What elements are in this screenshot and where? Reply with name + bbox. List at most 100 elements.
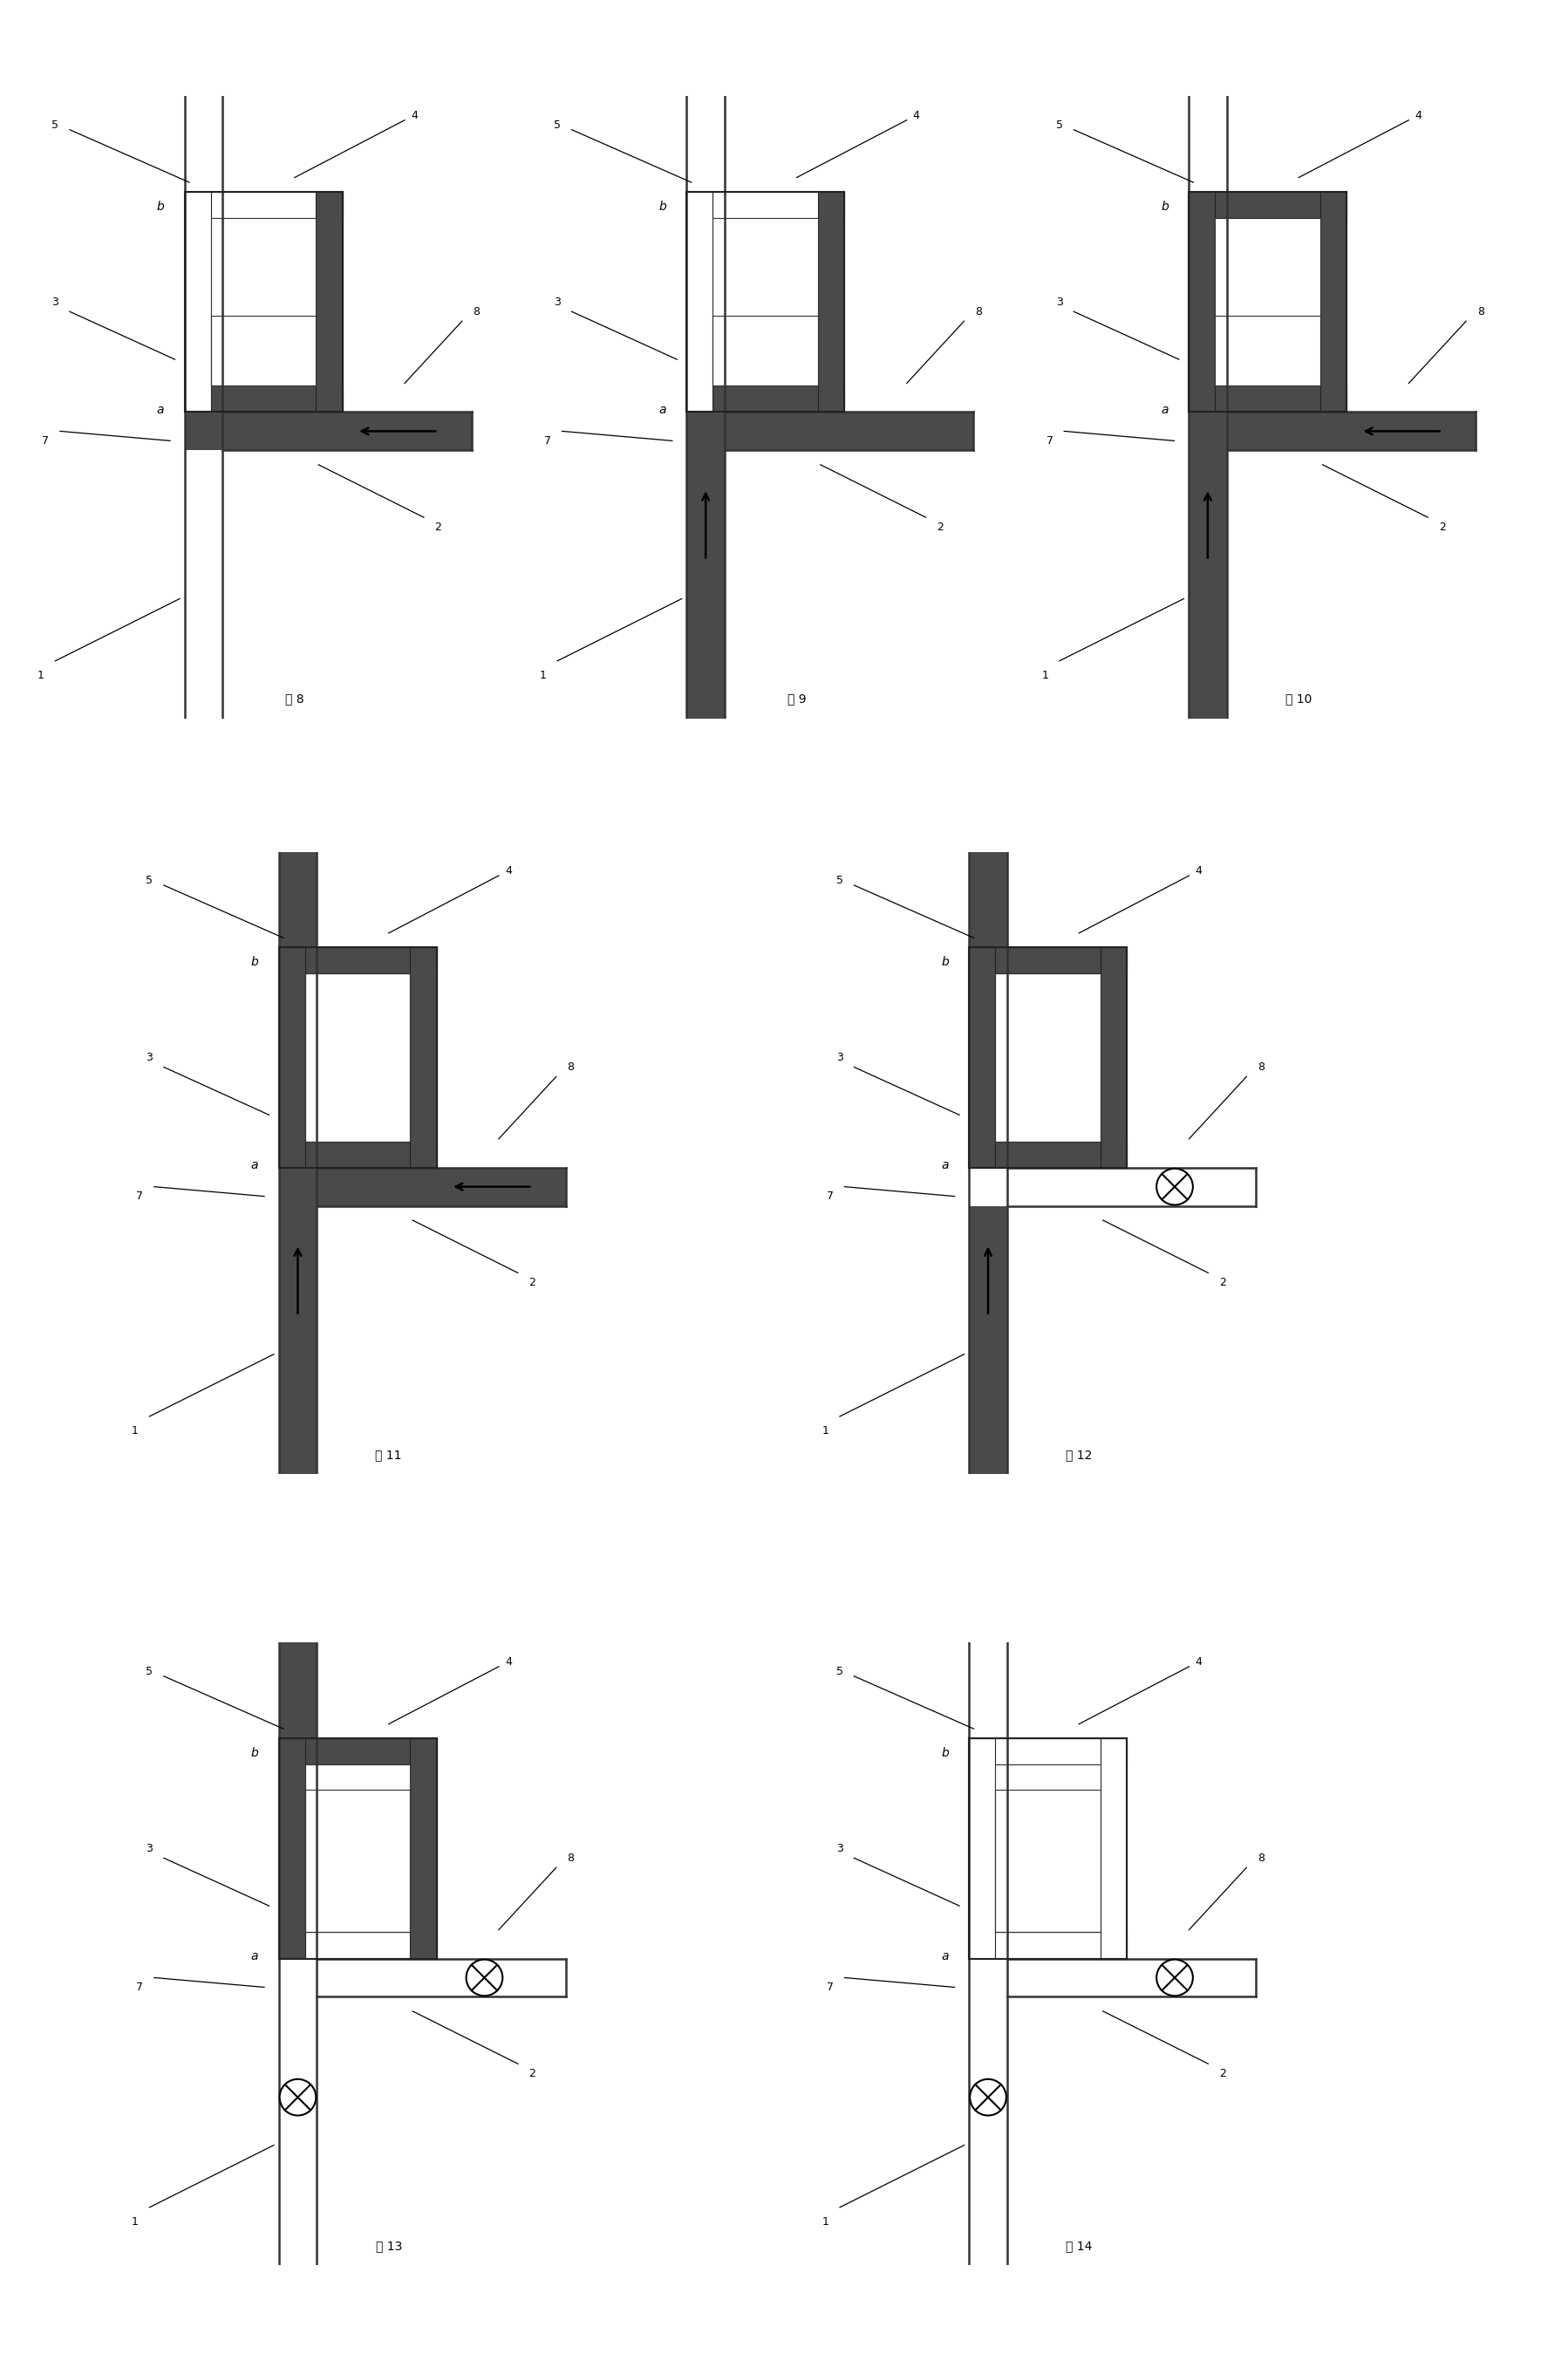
Bar <box>279 1169 317 1206</box>
Text: 8: 8 <box>566 1062 574 1072</box>
Text: 1: 1 <box>822 1426 828 1435</box>
Text: 4: 4 <box>1195 1655 1201 1667</box>
Text: 5: 5 <box>554 120 560 130</box>
Bar <box>185 191 342 217</box>
Bar <box>1189 97 1226 191</box>
Text: a: a <box>941 1159 949 1171</box>
Circle shape <box>1156 1960 1192 1995</box>
Text: 4: 4 <box>505 864 511 876</box>
Bar <box>304 973 409 1140</box>
Text: 8: 8 <box>472 307 480 316</box>
Text: 图 13: 图 13 <box>375 2241 401 2252</box>
Text: b: b <box>941 956 949 968</box>
Bar <box>185 451 223 718</box>
Bar <box>210 217 315 385</box>
Bar <box>994 1764 1099 1931</box>
Text: 2: 2 <box>1218 1277 1225 1289</box>
Text: 2: 2 <box>528 2068 535 2080</box>
Text: 5: 5 <box>146 1667 152 1676</box>
Text: 4: 4 <box>411 109 417 120</box>
Bar <box>817 191 844 413</box>
Bar <box>279 1997 317 2264</box>
Text: 2: 2 <box>1438 522 1444 534</box>
Text: 4: 4 <box>913 109 919 120</box>
Text: 5: 5 <box>146 876 152 885</box>
Text: 8: 8 <box>974 307 982 316</box>
Text: 7: 7 <box>136 1981 143 1993</box>
Bar <box>1189 385 1345 413</box>
Text: b: b <box>157 201 165 212</box>
Text: 1: 1 <box>132 2217 138 2226</box>
Bar <box>687 385 844 413</box>
Text: 7: 7 <box>136 1190 143 1202</box>
Text: a: a <box>251 1159 259 1171</box>
Bar <box>1189 191 1214 413</box>
Bar <box>185 97 223 191</box>
Bar <box>279 1140 436 1169</box>
Bar <box>712 217 817 385</box>
Text: 5: 5 <box>1055 120 1062 130</box>
Text: 2: 2 <box>936 522 942 534</box>
Text: 3: 3 <box>836 1053 842 1062</box>
Bar <box>304 1764 409 1931</box>
Text: 8: 8 <box>1475 307 1483 316</box>
Circle shape <box>466 1960 502 1995</box>
Text: 5: 5 <box>836 876 842 885</box>
Text: b: b <box>251 1747 259 1759</box>
Bar <box>969 1169 1007 1206</box>
Bar <box>304 973 409 1140</box>
Text: 图 9: 图 9 <box>787 694 806 706</box>
Circle shape <box>969 2080 1005 2115</box>
Bar <box>279 1206 317 1473</box>
Text: 3: 3 <box>52 297 58 307</box>
Bar <box>969 852 1007 947</box>
Text: 8: 8 <box>1256 1853 1264 1863</box>
Bar <box>969 1738 1126 1764</box>
Bar <box>1214 217 1319 385</box>
Text: 1: 1 <box>132 1426 138 1435</box>
Bar <box>687 191 712 413</box>
Text: 7: 7 <box>1046 434 1052 446</box>
Text: b: b <box>251 956 259 968</box>
Bar <box>279 947 304 1169</box>
Text: a: a <box>1160 404 1168 416</box>
Bar <box>279 947 436 973</box>
Text: 4: 4 <box>1195 864 1201 876</box>
Bar <box>969 1206 1007 1473</box>
Text: 8: 8 <box>566 1853 574 1863</box>
Bar <box>279 1960 317 1997</box>
Bar <box>687 451 724 718</box>
Text: 2: 2 <box>434 522 441 534</box>
Circle shape <box>1156 1169 1192 1204</box>
Text: 4: 4 <box>505 1655 511 1667</box>
Bar <box>409 1738 436 1960</box>
Bar <box>1189 451 1226 718</box>
Text: 图 11: 图 11 <box>375 1450 401 1461</box>
Text: 图 8: 图 8 <box>285 694 304 706</box>
Text: 3: 3 <box>554 297 560 307</box>
Text: 3: 3 <box>146 1844 152 1853</box>
Bar <box>969 947 1126 973</box>
Bar <box>315 191 342 413</box>
Text: 7: 7 <box>544 434 550 446</box>
Text: 5: 5 <box>52 120 58 130</box>
Bar <box>687 191 844 217</box>
Bar <box>185 385 342 413</box>
Bar <box>304 1790 409 1931</box>
Bar <box>969 947 994 1169</box>
Bar <box>1189 191 1345 217</box>
Text: 图 12: 图 12 <box>1065 1450 1091 1461</box>
Circle shape <box>279 2080 315 2115</box>
Bar <box>969 1931 1126 1960</box>
Bar <box>969 1960 1256 1997</box>
Text: 5: 5 <box>836 1667 842 1676</box>
Bar <box>969 1960 1007 1997</box>
Text: 2: 2 <box>528 1277 535 1289</box>
Bar <box>994 973 1099 1140</box>
Bar <box>969 1169 1256 1206</box>
Bar <box>279 1738 304 1960</box>
Bar <box>185 413 472 451</box>
Text: 4: 4 <box>1414 109 1421 120</box>
Bar <box>1214 316 1319 385</box>
Bar <box>969 1738 994 1960</box>
